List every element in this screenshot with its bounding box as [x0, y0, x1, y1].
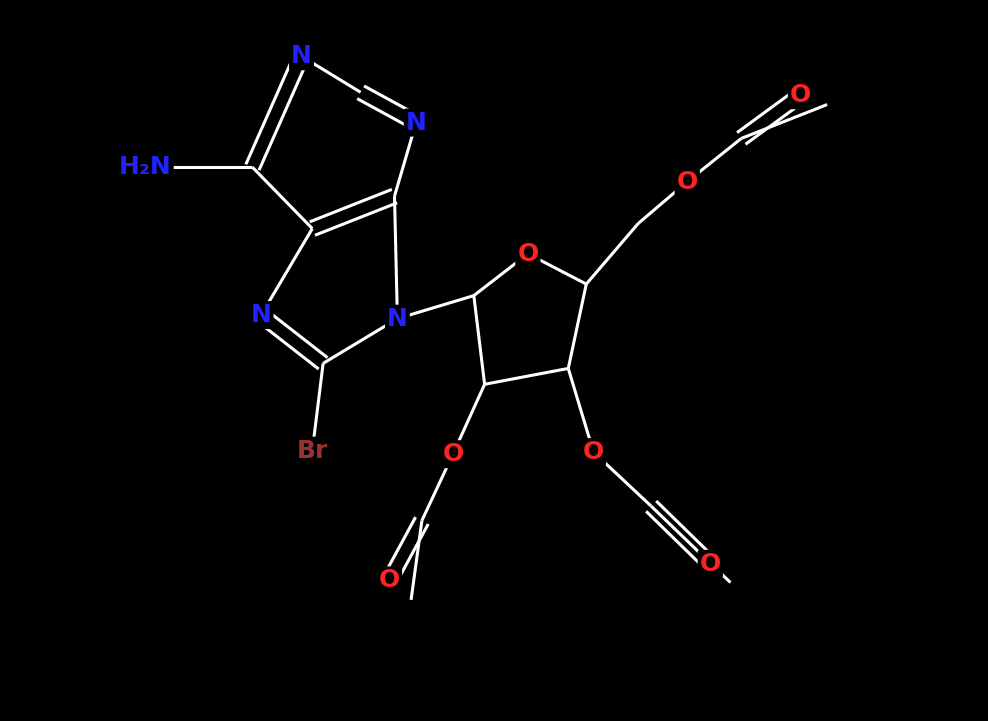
Text: N: N	[387, 306, 408, 331]
Text: O: O	[443, 442, 463, 466]
Text: O: O	[677, 169, 698, 194]
Text: O: O	[700, 552, 721, 576]
Text: N: N	[406, 110, 427, 135]
Text: N: N	[291, 44, 312, 68]
Text: O: O	[378, 568, 400, 593]
Text: H₂N: H₂N	[119, 155, 172, 180]
Text: O: O	[518, 242, 538, 266]
Text: Br: Br	[296, 438, 328, 463]
Text: N: N	[251, 303, 272, 327]
Text: O: O	[583, 440, 604, 464]
Text: O: O	[789, 83, 811, 107]
